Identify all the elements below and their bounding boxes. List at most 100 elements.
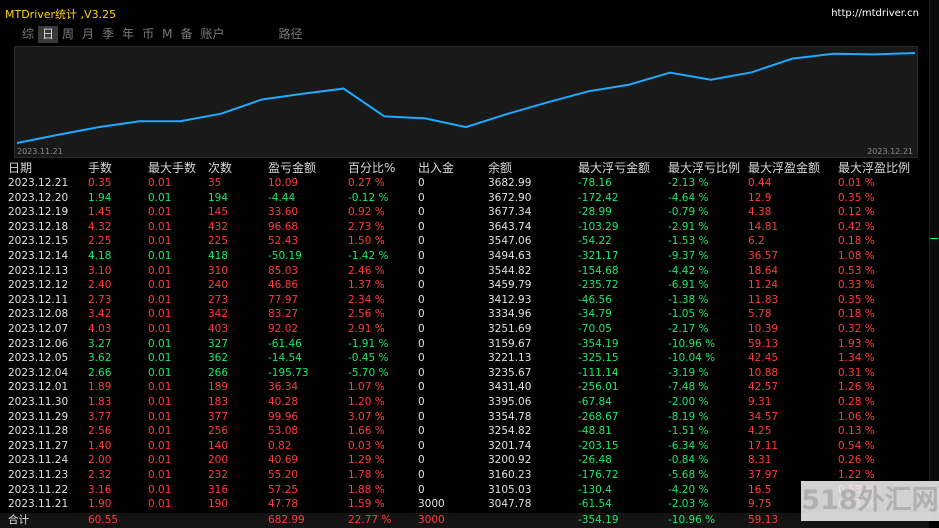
table-row[interactable]: 2023.12.04 2.66 0.01 266 -195.73 -5.70 % 0 3235…	[0, 366, 929, 381]
table-row[interactable]: 2023.11.28 2.56 0.01 256 53.08 1.66 % 0 3254.82…	[0, 424, 929, 439]
header-lots[interactable]: 手数	[88, 161, 113, 175]
cell-max-float-profit: 17.11	[748, 439, 779, 452]
cell-max-float-loss-pct: -4.20 %	[668, 483, 709, 496]
cell-max-float-profit-pct: 1.22 %	[838, 469, 875, 481]
table-row[interactable]: 2023.11.29 3.77 0.01 377 99.96 3.07 % 0 3354.78…	[0, 410, 929, 425]
table-row[interactable]: 2023.12.13 3.10 0.01 310 85.03 2.46 % 0 3544.82…	[0, 264, 929, 279]
cell-date: 2023.11.29	[8, 410, 69, 423]
header-max-float-profit[interactable]: 最大浮盈金额	[748, 161, 821, 175]
cell-balance: 3677.34	[488, 206, 532, 219]
tab-3[interactable]: 月	[82, 27, 95, 41]
cell-date: 2023.12.21	[8, 177, 69, 189]
cell-pnl: 83.27	[268, 308, 299, 321]
cell-max-float-profit-pct: 1.34 %	[838, 352, 875, 365]
cell-date: 2023.11.22	[8, 483, 69, 496]
table-row[interactable]: 2023.12.11 2.73 0.01 273 77.97 2.34 % 0 3412.93…	[0, 293, 929, 308]
table-row[interactable]: 2023.12.21 0.35 0.01 35 10.09 0.27 % 0 3682.99 -…	[0, 176, 929, 191]
table-row[interactable]: 2023.12.05 3.62 0.01 362 -14.54 -0.45 % 0 3221.…	[0, 351, 929, 366]
cell-max-lots: 0.01	[148, 352, 172, 365]
cell-max-lots: 0.01	[148, 293, 172, 306]
header-max-float-profit-pct[interactable]: 最大浮盈比例	[838, 161, 911, 175]
table-row[interactable]: 2023.12.12 2.40 0.01 240 46.86 1.37 % 0 3459.79…	[0, 278, 929, 293]
header-count[interactable]: 次数	[208, 161, 233, 175]
tab-5[interactable]: 年	[122, 27, 135, 41]
cell-balance: 3160.23	[488, 469, 532, 481]
cell-max-float-profit: 4.38	[748, 206, 772, 219]
table-row[interactable]: 2023.11.22 3.16 0.01 316 57.25 1.88 % 0 3105.03…	[0, 483, 929, 498]
balance-chart-svg	[16, 52, 916, 144]
cell-date: 2023.12.01	[8, 381, 69, 394]
cell-pnl: 57.25	[268, 483, 299, 496]
cell-date: 2023.12.14	[8, 250, 69, 262]
table-row[interactable]: 2023.11.24 2.00 0.01 200 40.69 1.29 % 0 3200.92…	[0, 453, 929, 468]
cell-lots: 1.45	[88, 206, 112, 219]
table-row[interactable]: 2023.11.21 1.90 0.01 190 47.78 1.59 % 3000 3047…	[0, 497, 929, 512]
cell-max-float-loss-pct: -10.96 %	[668, 337, 716, 350]
header-balance[interactable]: 余额	[488, 161, 513, 175]
cell-balance: 3251.69	[488, 323, 532, 335]
tab-0[interactable]: 综	[22, 27, 35, 41]
tab-4[interactable]: 季	[102, 27, 115, 41]
cell-count: 183	[208, 396, 229, 408]
table-row[interactable]: 2023.11.23 2.32 0.01 232 55.20 1.78 % 0 3160.23…	[0, 468, 929, 483]
tab-1[interactable]: 日	[38, 26, 59, 43]
total-max-dd: -354.19	[578, 513, 619, 526]
table-row[interactable]: 2023.12.20 1.94 0.01 194 -4.44 -0.12 % 0 3672.9…	[0, 191, 929, 206]
tab-9[interactable]: 账户	[200, 27, 225, 41]
tab-2[interactable]: 周	[62, 27, 75, 41]
cell-max-lots: 0.01	[148, 454, 172, 467]
tab-10[interactable]: 路径	[278, 27, 303, 41]
header-max-float-loss[interactable]: 最大浮亏金额	[578, 161, 651, 175]
cell-max-float-profit-pct: 1.93 %	[838, 337, 875, 350]
table-row[interactable]: 2023.12.15 2.25 0.01 225 52.43 1.50 % 0 3547.06…	[0, 234, 929, 249]
cell-pct: -0.12 %	[348, 191, 389, 204]
balance-line	[16, 52, 916, 144]
chart-start-date: 2023.11.21	[17, 147, 63, 156]
cell-deposit: 0	[418, 293, 425, 306]
cell-date: 2023.12.13	[8, 264, 69, 277]
header-date[interactable]: 日期	[8, 161, 33, 175]
table-row[interactable]: 2023.12.01 1.89 0.01 189 36.34 1.07 % 0 3431.40…	[0, 380, 929, 395]
table-row[interactable]: 2023.12.18 4.32 0.01 432 96.68 2.73 % 0 3643.74…	[0, 220, 929, 235]
cell-pct: 1.20 %	[348, 396, 385, 408]
cell-lots: 4.32	[88, 220, 112, 233]
cell-max-float-loss: -172.42	[578, 191, 619, 204]
tab-6[interactable]: 币	[142, 27, 155, 41]
cell-max-float-loss: -61.54	[578, 498, 612, 511]
cell-pnl: -4.44	[268, 191, 296, 204]
cell-balance: 3200.92	[488, 454, 532, 467]
cell-max-float-profit-pct: 0.26 %	[838, 454, 875, 467]
cell-lots: 1.89	[88, 381, 112, 394]
cell-date: 2023.11.28	[8, 425, 69, 438]
cell-date: 2023.12.19	[8, 206, 69, 219]
table-row[interactable]: 2023.12.06 3.27 0.01 327 -61.46 -1.91 % 0 3159.…	[0, 337, 929, 352]
table-row[interactable]: 2023.11.30 1.83 0.01 183 40.28 1.20 % 0 3395.06…	[0, 395, 929, 410]
table-row[interactable]: 2023.12.14 4.18 0.01 418 -50.19 -1.42 % 0 3494.…	[0, 249, 929, 264]
website-link[interactable]: http://mtdriver.cn	[831, 8, 919, 19]
cell-date: 2023.11.30	[8, 396, 69, 408]
cell-max-float-profit-pct: 0.54 %	[838, 439, 875, 452]
header-pnl[interactable]: 盈亏金额	[268, 161, 317, 175]
cell-max-float-loss: -78.16	[578, 177, 612, 189]
cell-max-float-profit: 12.9	[748, 191, 772, 204]
cell-count: 189	[208, 381, 229, 394]
cell-lots: 2.56	[88, 425, 112, 438]
tab-7[interactable]: M	[162, 27, 173, 41]
header-max-float-loss-pct[interactable]: 最大浮亏比例	[668, 161, 741, 175]
tab-8[interactable]: 备	[180, 27, 193, 41]
balance-chart: 2023.11.21 2023.12.21	[14, 46, 918, 158]
cell-max-lots: 0.01	[148, 396, 172, 408]
table-row[interactable]: 2023.11.27 1.40 0.01 140 0.82 0.03 % 0 3201.74 -…	[0, 439, 929, 454]
header-deposit[interactable]: 出入金	[418, 161, 455, 175]
table-row[interactable]: 2023.12.08 3.42 0.01 342 83.27 2.56 % 0 3334.96…	[0, 307, 929, 322]
cell-max-float-profit-pct: 0.42 %	[838, 220, 875, 233]
header-max-lots[interactable]: 最大手数	[148, 161, 197, 175]
watermark: 518外汇网	[801, 481, 939, 521]
cell-pct: 2.73 %	[348, 220, 385, 233]
cell-balance: 3047.78	[488, 498, 532, 511]
header-pct[interactable]: 百分比%	[348, 161, 396, 175]
cell-pnl: 96.68	[268, 220, 299, 233]
table-row[interactable]: 2023.12.19 1.45 0.01 145 33.60 0.92 % 0 3677.34…	[0, 205, 929, 220]
right-scrollbar[interactable]	[929, 0, 939, 521]
table-row[interactable]: 2023.12.07 4.03 0.01 403 92.02 2.91 % 0 3251.69…	[0, 322, 929, 337]
